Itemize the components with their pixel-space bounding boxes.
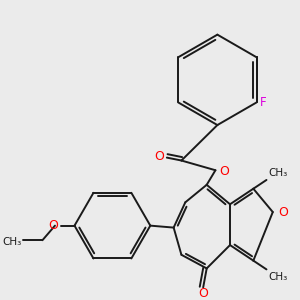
Text: CH₃: CH₃ — [268, 168, 287, 178]
Text: CH₃: CH₃ — [268, 272, 287, 282]
Text: CH₃: CH₃ — [2, 237, 21, 247]
Text: O: O — [279, 206, 289, 218]
Text: F: F — [260, 96, 267, 109]
Text: O: O — [48, 219, 58, 232]
Text: O: O — [219, 165, 229, 178]
Text: O: O — [198, 287, 208, 300]
Text: O: O — [154, 150, 164, 163]
